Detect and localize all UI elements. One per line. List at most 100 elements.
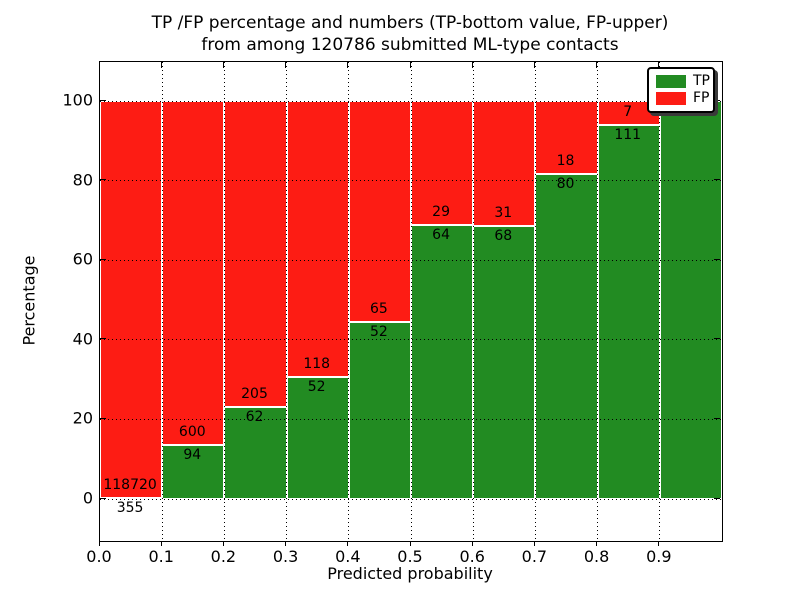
y-tick-right — [714, 497, 720, 499]
y-tick — [100, 497, 106, 499]
bar-segment-tp — [473, 225, 536, 499]
y-tick-right — [714, 258, 720, 260]
bar-label-fp: 65 — [369, 301, 388, 318]
bar-segment-tp — [411, 225, 474, 499]
x-tick-label: 0.1 — [148, 547, 174, 566]
x-tick — [222, 542, 224, 546]
gridline-horizontal — [100, 339, 722, 341]
bar-label-tp: 94 — [183, 447, 202, 464]
bar-segment-tp — [659, 101, 722, 499]
x-tick-label: 0.2 — [210, 547, 237, 566]
gridline-horizontal — [100, 180, 722, 182]
bar-segment-fp — [535, 101, 598, 175]
bar-segment-fp — [100, 101, 163, 498]
bar-segment-fp — [224, 101, 287, 407]
x-tick — [533, 542, 535, 546]
x-tick — [98, 542, 100, 546]
bar-segment-fp — [286, 101, 349, 378]
gridline-vertical — [161, 62, 163, 541]
x-tick — [471, 542, 473, 546]
x-tick-top — [409, 62, 411, 68]
y-tick-right — [714, 338, 720, 340]
x-tick-label: 0.5 — [397, 547, 423, 566]
x-tick-label: 0.4 — [335, 547, 361, 566]
y-axis-label: Percentage — [19, 255, 39, 346]
x-tick — [596, 542, 598, 546]
gridline-vertical — [659, 62, 661, 541]
bar-label-tp: 80 — [556, 176, 575, 193]
bar-label-tp: 62 — [245, 408, 264, 425]
bar-label-tp: 52 — [369, 324, 388, 341]
x-tick — [347, 542, 349, 546]
x-tick-top — [596, 62, 598, 68]
y-tick-label: 20 — [72, 408, 93, 428]
y-tick — [100, 179, 106, 181]
legend-swatch-tp-icon — [656, 75, 686, 88]
gridline-horizontal — [100, 498, 722, 500]
x-tick — [409, 542, 411, 546]
x-tick-label: 0.7 — [521, 547, 548, 566]
gridline-vertical — [472, 62, 474, 541]
x-tick-top — [285, 62, 287, 68]
x-tick — [285, 542, 287, 546]
x-tick-label: 0.8 — [583, 547, 610, 566]
bar-label-fp: 31 — [494, 204, 513, 221]
gridline-vertical — [223, 62, 225, 541]
y-tick-label: 0 — [82, 488, 93, 508]
y-tick-label: 80 — [72, 170, 93, 190]
bar-segment-fp — [162, 101, 225, 446]
x-tick — [658, 542, 660, 546]
y-tick-right — [714, 417, 720, 419]
plot-area — [99, 61, 723, 542]
legend: TP FP — [647, 67, 715, 113]
x-tick-label: 0.3 — [272, 547, 299, 566]
bar-segment-fp — [473, 101, 536, 226]
bar-label-tp: 111 — [614, 126, 642, 143]
chart-title: TP /FP percentage and numbers (TP-bottom… — [99, 12, 721, 56]
bar-segment-fp — [411, 101, 474, 226]
x-tick-top — [533, 62, 535, 68]
y-tick — [100, 258, 106, 260]
x-tick — [160, 542, 162, 546]
x-tick-label: 0.9 — [646, 547, 672, 566]
bar-segment-fp — [348, 101, 411, 323]
gridline-vertical — [410, 62, 412, 541]
y-tick-label: 60 — [72, 249, 93, 269]
bar-label-fp: 600 — [178, 424, 206, 441]
y-tick-label: 100 — [62, 90, 93, 110]
x-tick-top — [471, 62, 473, 68]
x-tick-top — [658, 62, 660, 68]
x-tick-top — [347, 62, 349, 68]
bar-segment-tp — [162, 445, 225, 499]
legend-label-tp: TP — [693, 73, 710, 89]
x-axis-label: Predicted probability — [327, 564, 493, 583]
x-tick-top — [160, 62, 162, 68]
bar-segment-tp — [348, 322, 411, 499]
bar-label-fp: 18 — [556, 153, 575, 170]
bar-label-tp: 68 — [494, 227, 513, 244]
bar-segment-tp — [286, 377, 349, 499]
bar-label-tp: 64 — [432, 227, 450, 244]
y-tick-label: 40 — [72, 329, 93, 349]
bar-label-fp: 7 — [623, 103, 633, 120]
bar-segment-tp — [224, 406, 287, 499]
y-tick — [100, 338, 106, 340]
bar-segment-tp — [597, 124, 660, 499]
y-tick — [100, 99, 106, 101]
chart-title-line2: from among 120786 submitted ML-type cont… — [201, 35, 619, 55]
x-tick-label: 0.0 — [86, 547, 112, 566]
y-tick-right — [714, 179, 720, 181]
gridline-horizontal — [100, 259, 722, 261]
bar-label-tp: 355 — [116, 499, 144, 516]
bar-label-fp: 29 — [432, 204, 450, 221]
x-tick-top — [222, 62, 224, 68]
x-tick-label: 0.6 — [459, 547, 485, 566]
bar-label-fp: 118720 — [103, 476, 157, 493]
bar-label-tp: 52 — [307, 379, 326, 396]
y-tick-right — [714, 99, 720, 101]
gridline-vertical — [534, 62, 536, 541]
chart-title-line1: TP /FP percentage and numbers (TP-bottom… — [151, 13, 669, 33]
gridline-vertical — [348, 62, 350, 541]
y-tick — [100, 417, 106, 419]
